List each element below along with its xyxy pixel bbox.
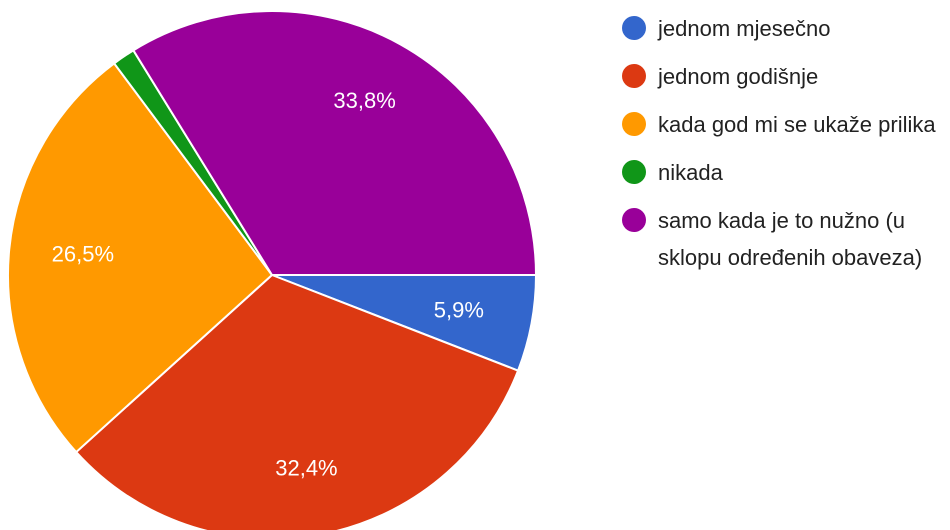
legend-label: kada god mi se ukaže prilika <box>658 112 936 137</box>
legend-item: kada god mi se ukaže prilika <box>622 106 950 143</box>
chart: 5,9% 32,4% 26,5% 33,8% <box>7 10 538 530</box>
slice-label: 32,4% <box>275 456 337 481</box>
slice-label: 26,5% <box>52 242 114 267</box>
legend-label: jednom mjesečno <box>658 16 831 41</box>
legend-item: jednom mjesečno <box>622 10 950 47</box>
legend-item: jednom godišnje <box>622 58 950 95</box>
legend-item: nikada <box>622 154 950 191</box>
pie-slice <box>74 273 520 530</box>
legend: jednom mjesečno jednom godišnje kada god m… <box>622 10 950 287</box>
pie-slice <box>131 10 538 276</box>
slice-label: 5,9% <box>434 297 484 322</box>
legend-swatch <box>622 16 646 40</box>
legend-swatch <box>622 112 646 136</box>
legend-label: jednom godišnje <box>658 64 819 89</box>
legend-item: samo kada je to nužno (u sklopu određeni… <box>622 202 950 276</box>
legend-swatch <box>622 64 646 88</box>
slice-label: 33,8% <box>333 88 395 113</box>
legend-label: samo kada je to nužno (u sklopu određeni… <box>658 208 923 270</box>
pie-slice <box>7 61 274 454</box>
legend-swatch <box>622 208 646 232</box>
legend-label: nikada <box>658 160 723 185</box>
legend-swatch <box>622 160 646 184</box>
